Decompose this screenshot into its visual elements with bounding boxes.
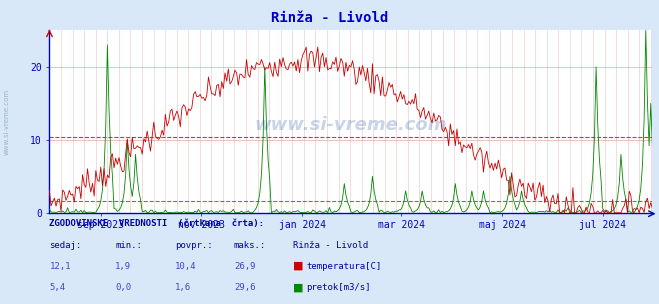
Text: 10,4: 10,4 — [175, 262, 196, 271]
Text: 5,4: 5,4 — [49, 283, 65, 292]
Text: pretok[m3/s]: pretok[m3/s] — [306, 283, 371, 292]
Text: 1,6: 1,6 — [175, 283, 190, 292]
Text: min.:: min.: — [115, 241, 142, 250]
Text: ■: ■ — [293, 261, 304, 271]
Text: temperatura[C]: temperatura[C] — [306, 262, 382, 271]
Text: 26,9: 26,9 — [234, 262, 256, 271]
Text: 0,0: 0,0 — [115, 283, 131, 292]
Text: maks.:: maks.: — [234, 241, 266, 250]
Text: 1,9: 1,9 — [115, 262, 131, 271]
Text: www.si-vreme.com: www.si-vreme.com — [254, 116, 447, 134]
Text: sedaj:: sedaj: — [49, 241, 82, 250]
Text: 12,1: 12,1 — [49, 262, 71, 271]
Text: ZGODOVINSKE  VREDNOSTI  (črtkana  črta):: ZGODOVINSKE VREDNOSTI (črtkana črta): — [49, 219, 264, 229]
Text: www.si-vreme.com: www.si-vreme.com — [3, 88, 9, 155]
Text: ■: ■ — [293, 282, 304, 292]
Text: Rinža - Livold: Rinža - Livold — [293, 241, 368, 250]
Text: povpr.:: povpr.: — [175, 241, 212, 250]
Text: 29,6: 29,6 — [234, 283, 256, 292]
Text: Rinža - Livold: Rinža - Livold — [271, 11, 388, 25]
